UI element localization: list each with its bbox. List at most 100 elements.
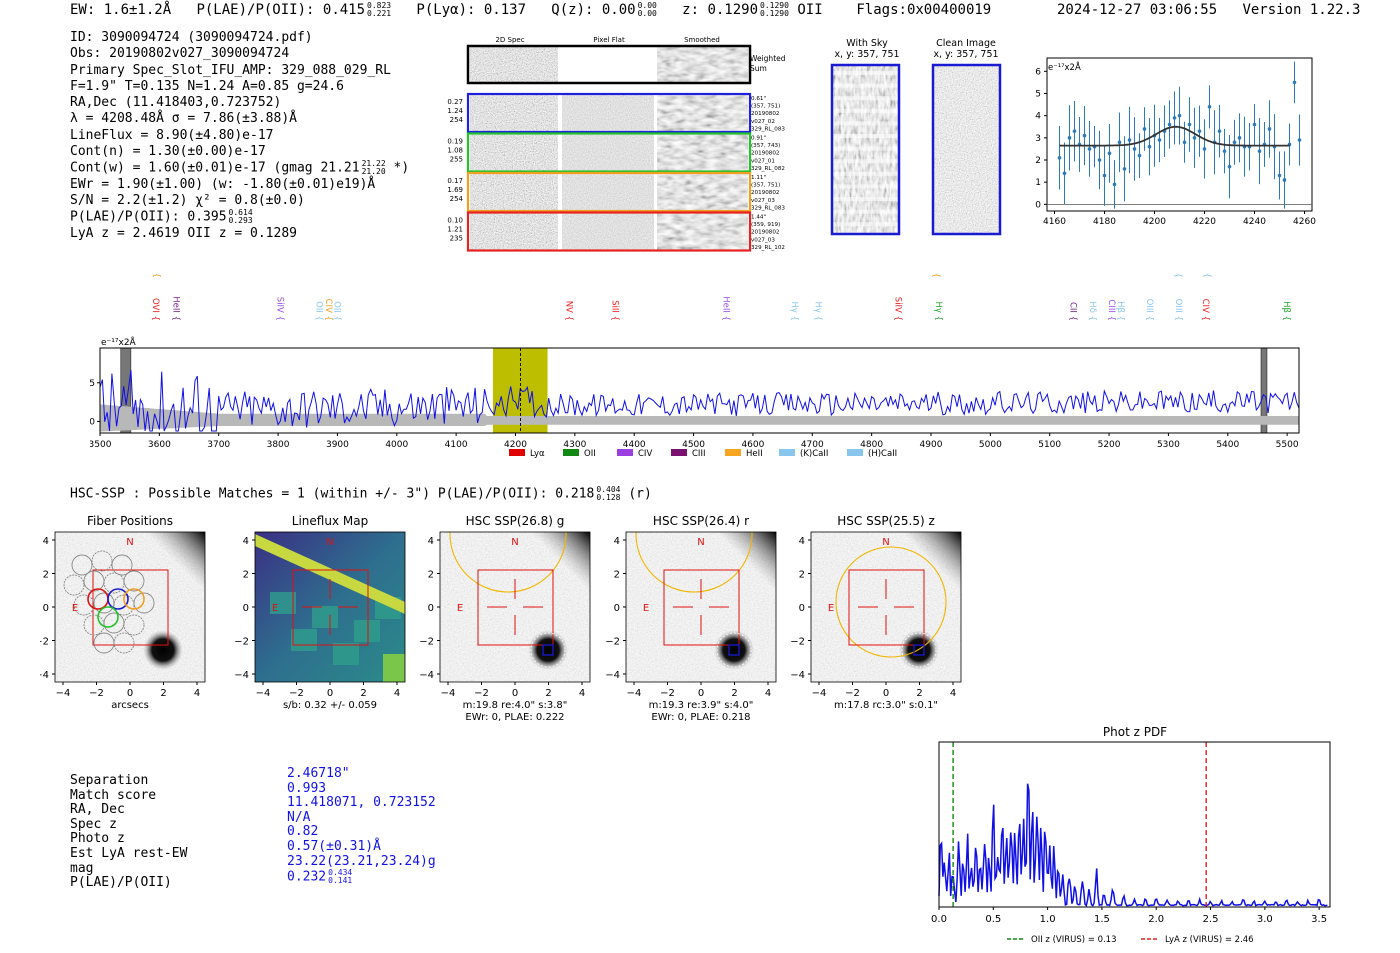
info-lambda: λ = 4208.48Å σ = 7.86(±3.88)Å bbox=[70, 111, 297, 127]
line-label-lower: OII { bbox=[314, 301, 324, 321]
line-label-upper: OIII { bbox=[1202, 272, 1212, 278]
header-z: z: 0.1290 bbox=[682, 2, 759, 18]
legend-oii-label: OII z (VIRUS) = 0.13 bbox=[1031, 935, 1117, 945]
zoom-point bbox=[1187, 122, 1192, 127]
zoom-point bbox=[1202, 147, 1207, 151]
panel-xtick-label: −4 bbox=[812, 688, 827, 699]
panel-ytick-label: 0 bbox=[428, 603, 434, 614]
cutout-stat-2-0: 0.17 bbox=[447, 177, 463, 185]
sky-band bbox=[832, 134, 899, 138]
header-ew: EW: 1.6±1.2Å bbox=[70, 2, 172, 18]
info-contw-lo: 21.20 bbox=[361, 167, 386, 177]
match-ellipse bbox=[901, 632, 937, 668]
spec-xtick-label: 4300 bbox=[563, 440, 586, 450]
panel-image bbox=[626, 532, 776, 682]
panel-4: HSC SSP(25.5) z N E −4 −4 −2 −2 0 0 2 2 4 4 m:17.8 rc… bbox=[790, 514, 962, 711]
weighted-frame bbox=[466, 44, 752, 85]
aperture-box bbox=[663, 569, 740, 646]
line-label-lower: OIII { bbox=[1144, 299, 1154, 321]
panel-xtick-label: 2 bbox=[731, 688, 737, 699]
zoom-xtick-label: 4240 bbox=[1243, 217, 1266, 227]
panel-ytick-label: −2 bbox=[234, 637, 249, 648]
line-label-lower: OII { bbox=[331, 301, 341, 321]
photz-frame bbox=[938, 741, 1331, 908]
sky-band bbox=[832, 222, 899, 227]
spectrum-chart: SiIV {CIII {OIII {OIII {OVI {HeII {SiIV … bbox=[90, 272, 1300, 459]
clean-image-coords: x, y: 357, 751 bbox=[933, 49, 999, 60]
zoom-point bbox=[1192, 136, 1197, 140]
header-qz: Q(z): 0.00 bbox=[551, 2, 636, 18]
panel-xtick-label: 2 bbox=[360, 688, 366, 699]
zoom-point bbox=[1237, 136, 1242, 140]
zoom-point bbox=[1112, 182, 1117, 187]
cutout-2d-3 bbox=[470, 212, 558, 251]
header-plya: P(Lyα): 0.137 bbox=[416, 2, 526, 18]
catalog-aperture bbox=[835, 546, 947, 658]
cutout-flat-2 bbox=[562, 173, 654, 211]
fiber-circle bbox=[133, 592, 155, 614]
fiber-circle bbox=[91, 550, 113, 572]
col-2d-label: 2D Spec bbox=[495, 36, 524, 44]
spec-xtick-label: 4600 bbox=[741, 440, 764, 450]
cutout-meta-2-3: v027_03 bbox=[751, 198, 775, 204]
aperture-box bbox=[848, 569, 925, 646]
fiber-circle bbox=[63, 574, 85, 596]
fiber-circle bbox=[111, 554, 133, 576]
col-flat-label: Pixel Flat bbox=[593, 36, 625, 44]
label-photo-z: Photo z bbox=[70, 831, 125, 847]
cutout-meta-3-4: 329_RL_102 bbox=[751, 245, 785, 251]
with-sky-title: With Sky x, y: 357, 751 bbox=[834, 38, 900, 60]
info-lyaz: LyA z = 2.4619 OII z = 0.1289 bbox=[70, 225, 297, 241]
panel-ytick-label: 4 bbox=[243, 536, 249, 547]
panel-xtick-label: −2 bbox=[660, 688, 675, 699]
panel-title: Fiber Positions bbox=[87, 514, 173, 528]
cutout-2d-2 bbox=[470, 173, 558, 211]
zoom-point bbox=[1297, 138, 1302, 142]
photz-xtick-label: 3.5 bbox=[1311, 914, 1327, 925]
spec-xtick-label: 3900 bbox=[326, 440, 349, 450]
panel-xtick-label: 2 bbox=[916, 688, 922, 699]
panel-ytick-label: −4 bbox=[605, 670, 620, 681]
zoom-ytick-label: 0 bbox=[1035, 200, 1041, 210]
line-label-lower: CII { bbox=[1068, 302, 1078, 321]
panel-ytick-label: 0 bbox=[43, 603, 49, 614]
zoom-point bbox=[1172, 116, 1177, 120]
cutout-meta-0-3: v027_02 bbox=[751, 119, 775, 125]
panel-caption: s/b: 0.32 +/- 0.059 bbox=[283, 700, 377, 711]
zoom-point bbox=[1197, 129, 1202, 133]
info-plae-hi: 0.614 bbox=[228, 208, 253, 218]
panel-ytick-label: 0 bbox=[614, 603, 620, 614]
cutout-meta-1-2: 20190802 bbox=[751, 151, 779, 157]
cutout-stat-3-2: 235 bbox=[450, 235, 463, 243]
panel-xtick-label: 4 bbox=[394, 688, 400, 699]
cutout-frame-3 bbox=[466, 211, 752, 252]
cutout-meta-3-1: (359, 919) bbox=[751, 222, 780, 228]
panel-xtick-label: −2 bbox=[474, 688, 489, 699]
panel-xtick-label: 4 bbox=[765, 688, 771, 699]
match-ellipse bbox=[530, 632, 566, 668]
zoom-point bbox=[1117, 140, 1122, 145]
panel-title: Lineflux Map bbox=[292, 514, 368, 528]
fiber-circle bbox=[123, 570, 145, 592]
cutout-meta-1-1: (357, 743) bbox=[751, 143, 780, 149]
hsc-title: HSC-SSP : Possible Matches = 1 (within +… bbox=[70, 486, 652, 502]
photz-chart: Phot z PDF 0.0 0.5 1.0 1.5 2.0 2.5 3.0 3.5 OII … bbox=[931, 725, 1331, 945]
spec-xtick-label: 4000 bbox=[385, 440, 408, 450]
zoom-xtick-label: 4220 bbox=[1193, 217, 1216, 227]
zoom-point bbox=[1057, 155, 1062, 160]
photz-xtick-label: 2.5 bbox=[1203, 914, 1219, 925]
zoom-point bbox=[1257, 149, 1262, 153]
panel-image bbox=[440, 532, 590, 682]
line-label-lower: Hδ { bbox=[1087, 301, 1097, 321]
header-z-lo: 0.1290 bbox=[760, 9, 789, 18]
cutout-meta-2-1: (357, 751) bbox=[751, 183, 780, 189]
sky-band bbox=[832, 184, 899, 189]
zoom-point bbox=[1137, 153, 1142, 158]
panel-image bbox=[811, 532, 961, 682]
spec-xtick-label: 3500 bbox=[90, 440, 112, 450]
panel-title: HSC SSP(26.8) g bbox=[466, 514, 565, 528]
line-label-lower: Hβ { bbox=[1115, 301, 1125, 321]
lineflux-blob bbox=[354, 620, 380, 642]
cutout-meta-1-0: 0.91" bbox=[751, 136, 766, 142]
